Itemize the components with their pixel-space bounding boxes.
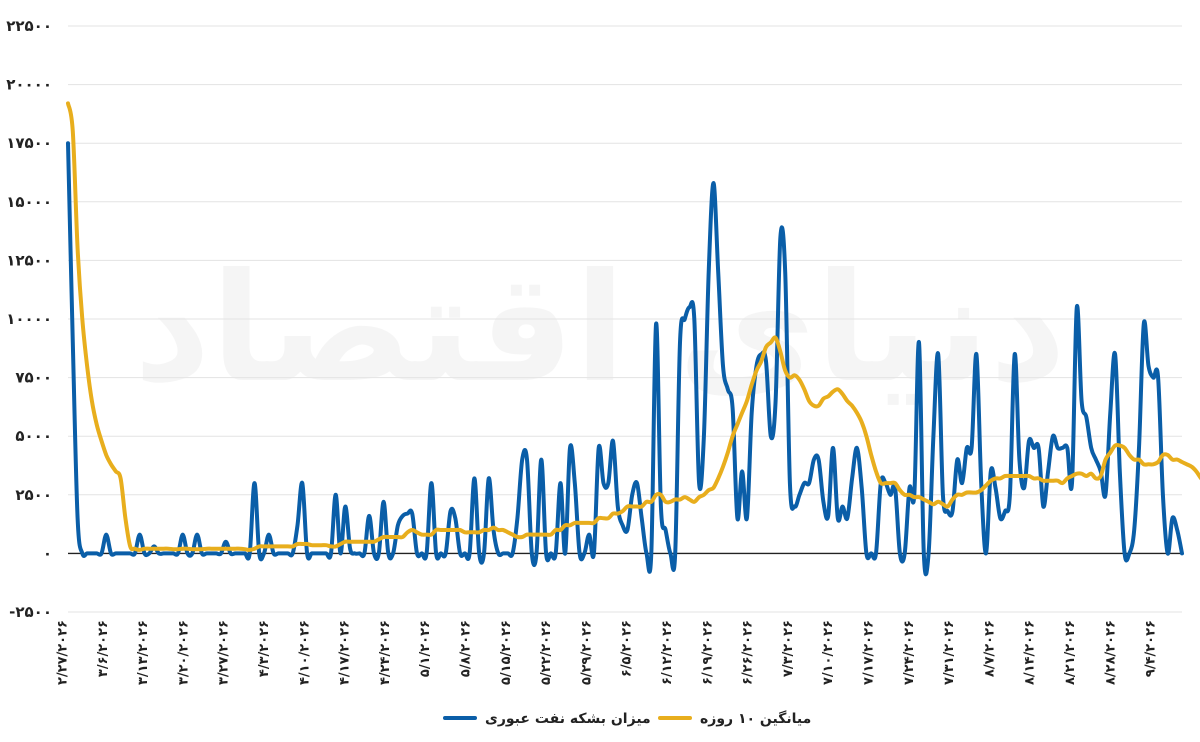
- x-tick-label: ۶/۵/۲۰۲۶: [620, 620, 635, 677]
- x-tick-label: ۹/۴/۲۰۲۶: [1144, 620, 1159, 677]
- x-axis-ticks: ۲/۲۷/۲۰۲۶ ۳/۶/۲۰۲۶ ۳/۱۳/۲۰۲۶ ۳/۲۰/۲۰۲۶ ۳/۲۷/…: [56, 620, 1159, 685]
- legend-label: میزان بشکه نفت عبوری: [485, 711, 651, 727]
- x-tick-label: ۳/۲۰/۲۰۲۶: [176, 620, 191, 685]
- y-tick-label: ۰: [43, 544, 52, 562]
- x-tick-label: ۸/۲۸/۲۰۲۶: [1103, 620, 1118, 685]
- x-tick-label: ۸/۷/۲۰۲۶: [982, 620, 997, 677]
- x-tick-label: ۲/۲۷/۲۰۲۶: [56, 620, 71, 685]
- x-tick-label: ۴/۳/۲۰۲۶: [257, 620, 272, 677]
- x-tick-label: ۷/۳۱/۲۰۲۶: [942, 620, 957, 685]
- x-tick-label: ۶/۱۹/۲۰۲۶: [700, 620, 715, 685]
- x-tick-label: ۷/۱۰/۲۰۲۶: [821, 620, 836, 685]
- x-tick-label: ۴/۱۷/۲۰۲۶: [338, 620, 353, 685]
- grid-lines: [68, 25, 1182, 613]
- x-tick-label: ۶/۱۲/۲۰۲۶: [660, 620, 675, 685]
- legend: میانگین ۱۰ روزه میزان بشکه نفت عبوری: [443, 710, 811, 727]
- series-line-oil-barrels: [66, 141, 1184, 577]
- x-tick-label: ۵/۲۲/۲۰۲۶: [539, 620, 554, 685]
- x-tick-label: ۵/۱۵/۲۰۲۶: [499, 620, 514, 685]
- x-tick-label: ۳/۶/۲۰۲۶: [96, 620, 111, 677]
- y-axis-ticks: -۲۵۰۰ ۰ ۲۵۰۰ ۵۰۰۰ ۷۵۰۰ ۱۰۰۰۰ ۱۲۵۰۰ ۱۵۰۰۰ ۱۷۵۰۰ ۲۰…: [6, 17, 52, 621]
- x-tick-label: ۸/۱۴/۲۰۲۶: [1023, 620, 1038, 685]
- x-tick-label: ۵/۱/۲۰۲۶: [418, 620, 433, 677]
- x-tick-label: ۷/۲۴/۲۰۲۶: [902, 620, 917, 685]
- series-line-10-day-average: [66, 101, 1200, 552]
- x-tick-label: ۴/۱۰/۲۰۲۶: [297, 620, 312, 685]
- y-tick-label: ۵۰۰۰: [15, 427, 52, 445]
- y-tick-label: ۷۵۰۰: [15, 369, 52, 387]
- series-lines: [66, 101, 1200, 577]
- y-tick-label: ۱۲۵۰۰: [6, 251, 52, 269]
- y-tick-label: ۲۵۰۰: [15, 486, 52, 504]
- x-tick-label: ۴/۲۴/۲۰۲۶: [378, 620, 393, 685]
- x-tick-label: ۳/۲۷/۲۰۲۶: [217, 620, 232, 685]
- y-tick-label: ۲۰۰۰۰: [6, 76, 52, 94]
- y-tick-label: -۲۵۰۰: [9, 603, 52, 621]
- legend-label: میانگین ۱۰ روزه: [700, 710, 811, 727]
- y-tick-label: ۲۲۵۰۰: [6, 17, 52, 35]
- x-tick-label: ۷/۱۷/۲۰۲۶: [862, 620, 877, 685]
- x-tick-label: ۷/۳/۲۰۲۶: [781, 620, 796, 677]
- x-tick-label: ۸/۲۱/۲۰۲۶: [1063, 620, 1078, 685]
- watermark: دنیای اقتصاد: [134, 242, 1067, 416]
- y-tick-label: ۱۵۰۰۰: [6, 193, 52, 211]
- y-tick-label: ۱۰۰۰۰: [6, 310, 52, 328]
- x-tick-label: ۵/۲۹/۲۰۲۶: [579, 620, 594, 685]
- y-tick-label: ۱۷۵۰۰: [6, 134, 52, 152]
- x-tick-label: ۶/۲۶/۲۰۲۶: [741, 620, 756, 685]
- x-tick-label: ۳/۱۳/۲۰۲۶: [136, 620, 151, 685]
- x-tick-label: ۵/۸/۲۰۲۶: [459, 620, 474, 677]
